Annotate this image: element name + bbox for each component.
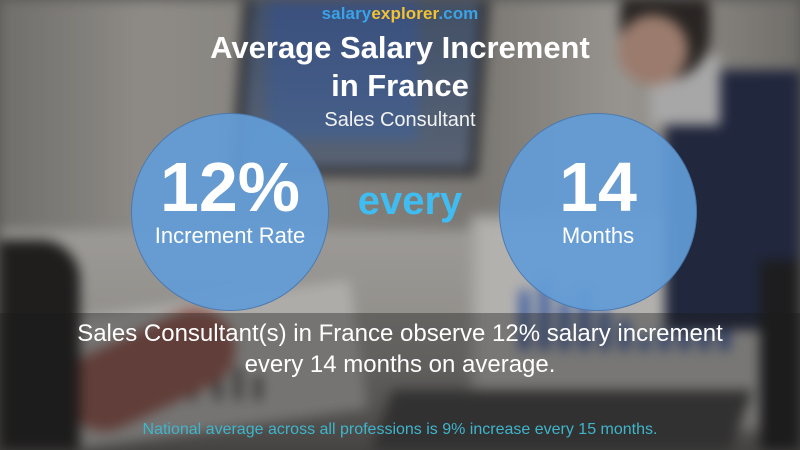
summary-line-2: every 14 months on average.	[244, 351, 556, 378]
summary-description: Sales Consultant(s) in France observe 12…	[0, 318, 800, 380]
period-value: 14	[559, 148, 637, 226]
bottom-dark-band	[0, 313, 800, 450]
job-title-subtitle: Sales Consultant	[324, 109, 476, 131]
brand-logo[interactable]: salaryexplorer.com	[0, 4, 800, 24]
period-circle: 14 Months	[499, 113, 697, 311]
increment-rate-label: Increment Rate	[154, 223, 306, 248]
increment-rate-circle: 12% Increment Rate	[131, 113, 329, 311]
increment-rate-value: 12%	[159, 148, 301, 226]
title-line-2: in France	[331, 68, 469, 103]
every-connector: every	[357, 179, 463, 223]
brand-part-salary: salary	[321, 4, 372, 23]
national-average-note: National average across all professions …	[142, 421, 658, 438]
page-title: Average Salary Increment in France	[0, 29, 800, 105]
summary-line-1: Sales Consultant(s) in France observe 12…	[77, 320, 723, 347]
period-label: Months	[561, 223, 635, 248]
title-line-1: Average Salary Increment	[210, 30, 590, 65]
brand-part-tld: .com	[438, 4, 479, 23]
brand-part-explorer: explorer	[371, 4, 439, 23]
